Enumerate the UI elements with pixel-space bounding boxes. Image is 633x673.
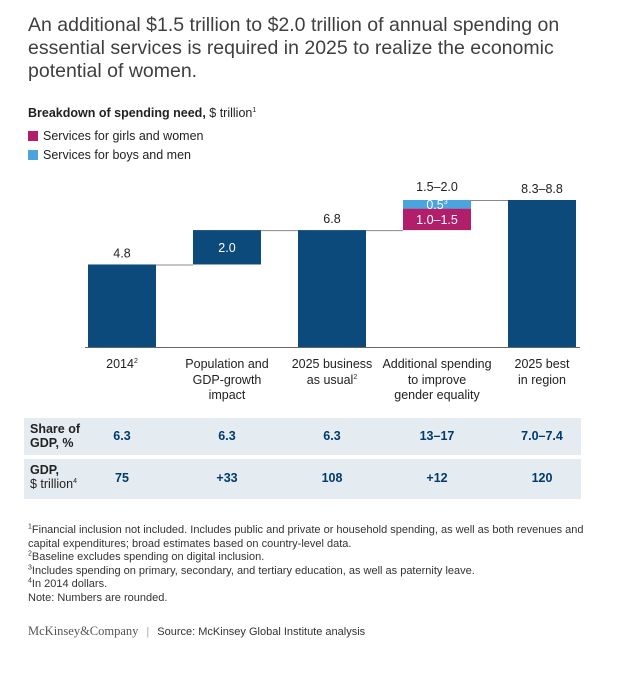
category-footnote-marker: 2 — [133, 357, 138, 365]
category-label-2: Population and GDP-growth impact — [185, 357, 269, 402]
legend-swatch-magenta — [28, 131, 38, 141]
footnote-4: 4In 2014 dollars. — [28, 577, 108, 590]
waterfall-chart: 4.8 2.0 6.8 1.0–1.50.53 8.3–8.8 1.5–2.0 — [85, 180, 580, 348]
table-cell: 6.3 — [218, 428, 236, 443]
footnotes: 1Financial inclusion not included. Inclu… — [28, 523, 588, 605]
footnote-3: 3Includes spending on primary, secondary… — [28, 563, 475, 577]
category-label-5: 2025 best in region — [514, 357, 570, 387]
subtitle-footnote-marker: 1 — [252, 106, 257, 114]
stack-total-label: 1.5–2.0 — [416, 180, 458, 194]
legend-item-girls-women: Services for girls and women — [28, 129, 203, 143]
bar-label-footnote-marker: 3 — [444, 199, 448, 206]
category-label-1: 20142 — [106, 357, 138, 371]
footer: McKinsey&Company | Source: McKinsey Glob… — [28, 624, 365, 639]
category-label-4: Additional spending to improve gender equa… — [382, 357, 492, 402]
bar-5 — [403, 200, 471, 209]
bar-6 — [508, 200, 576, 347]
legend-swatch-lightblue — [28, 150, 38, 160]
table-cell: 7.0–7.4 — [521, 428, 563, 443]
table-cell: 6.3 — [113, 428, 131, 443]
table-row-header-2: GDP, $ trillion4 — [30, 463, 77, 491]
table-cell: 6.3 — [323, 428, 341, 443]
row-footnote-marker: 4 — [73, 477, 77, 485]
table-row-header-1: Share of GDP, % — [30, 422, 81, 450]
table-cell: +33 — [216, 471, 238, 485]
category-footnote-marker: 2 — [353, 373, 358, 381]
footnote-marker: 1 — [28, 523, 32, 531]
table-cell: +12 — [426, 471, 448, 485]
bar-2 — [193, 230, 261, 265]
subtitle-label: Breakdown of spending need, — [28, 106, 206, 120]
footnote-5: Note: Numbers are rounded. — [28, 591, 168, 604]
table-cell: 108 — [321, 471, 343, 485]
bar-label-1: 4.8 — [113, 246, 130, 260]
table-cell: 120 — [531, 471, 553, 485]
table-cell: 13–17 — [419, 428, 455, 443]
footnote-marker: 4 — [28, 577, 32, 585]
footnote-1: 1Financial inclusion not included. Inclu… — [28, 523, 584, 550]
subtitle-unit: $ trillion — [205, 106, 253, 120]
legend-item-boys-men: Services for boys and men — [28, 148, 191, 162]
bar-label-3: 6.8 — [323, 212, 340, 226]
footnote-marker: 3 — [28, 563, 32, 571]
bar-4 — [403, 208, 471, 231]
legend-label-girls-women: Services for girls and women — [43, 129, 204, 143]
bar-3 — [298, 230, 366, 347]
source-text: Source: McKinsey Global Institute analys… — [157, 625, 366, 638]
bar-label-4: 1.0–1.5 — [416, 213, 458, 227]
footnote-marker: 2 — [28, 550, 32, 558]
chart-title: An additional $1.5 trillion to $2.0 tril… — [28, 14, 560, 82]
footer-separator: | — [146, 625, 150, 638]
bar-1 — [88, 264, 156, 347]
table-row-share-of-gdp — [24, 418, 581, 455]
bar-label-6: 8.3–8.8 — [521, 182, 563, 196]
table-cell: 75 — [115, 471, 129, 485]
legend-label-boys-men: Services for boys and men — [43, 148, 191, 162]
table-row-gdp — [24, 459, 581, 499]
bar-label-2: 2.0 — [218, 241, 235, 255]
bar-label-5: 0.53 — [426, 198, 447, 212]
category-label-3: 2025 business as usual2 — [291, 357, 373, 387]
mckinsey-logo: McKinsey&Company — [28, 624, 139, 638]
chart-subtitle: Breakdown of spending need, $ trillion1 — [28, 106, 256, 120]
footnote-2: 2Baseline excludes spending on digital i… — [28, 550, 265, 563]
